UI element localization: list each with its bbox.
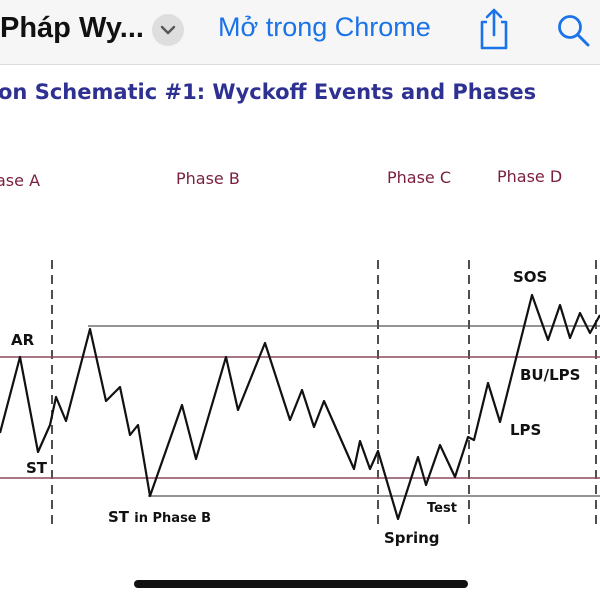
search-button[interactable] (555, 12, 593, 50)
page-title[interactable]: Pháp Wy... (0, 12, 144, 44)
event-label-st-phase-b: ST in Phase B (108, 508, 211, 526)
event-label-st: ST (26, 459, 48, 477)
diagram-title: on Schematic #1: Wyckoff Events and Phas… (0, 80, 536, 104)
share-button[interactable] (474, 6, 514, 52)
event-label-test: Test (427, 501, 457, 516)
chevron-down-icon (160, 25, 176, 35)
phase-d-label: Phase D (497, 167, 562, 186)
home-indicator[interactable] (134, 580, 468, 588)
share-icon (480, 8, 508, 50)
phase-b-label: Phase B (176, 169, 240, 188)
open-in-chrome-link[interactable]: Mở trong Chrome (218, 12, 431, 42)
wyckoff-schematic-diagram: on Schematic #1: Wyckoff Events and Phas… (0, 80, 600, 547)
phase-c-label: Phase C (387, 168, 451, 187)
trading-range-lines (0, 325, 600, 497)
title-menu-button[interactable] (152, 14, 184, 46)
event-label-spring: Spring (384, 529, 440, 547)
search-icon (558, 15, 590, 47)
event-label-ar: AR (11, 331, 35, 349)
price-path (0, 293, 600, 521)
phase-a-label: ase A (0, 171, 40, 190)
event-label-bu-lps: BU/LPS (520, 366, 580, 384)
page-content: on Schematic #1: Wyckoff Events and Phas… (0, 65, 600, 600)
browser-toolbar: Pháp Wy... Mở trong Chrome (0, 0, 600, 65)
event-label-lps: LPS (510, 421, 541, 439)
phase-dividers (51, 260, 597, 527)
event-label-sos: SOS (513, 268, 547, 286)
